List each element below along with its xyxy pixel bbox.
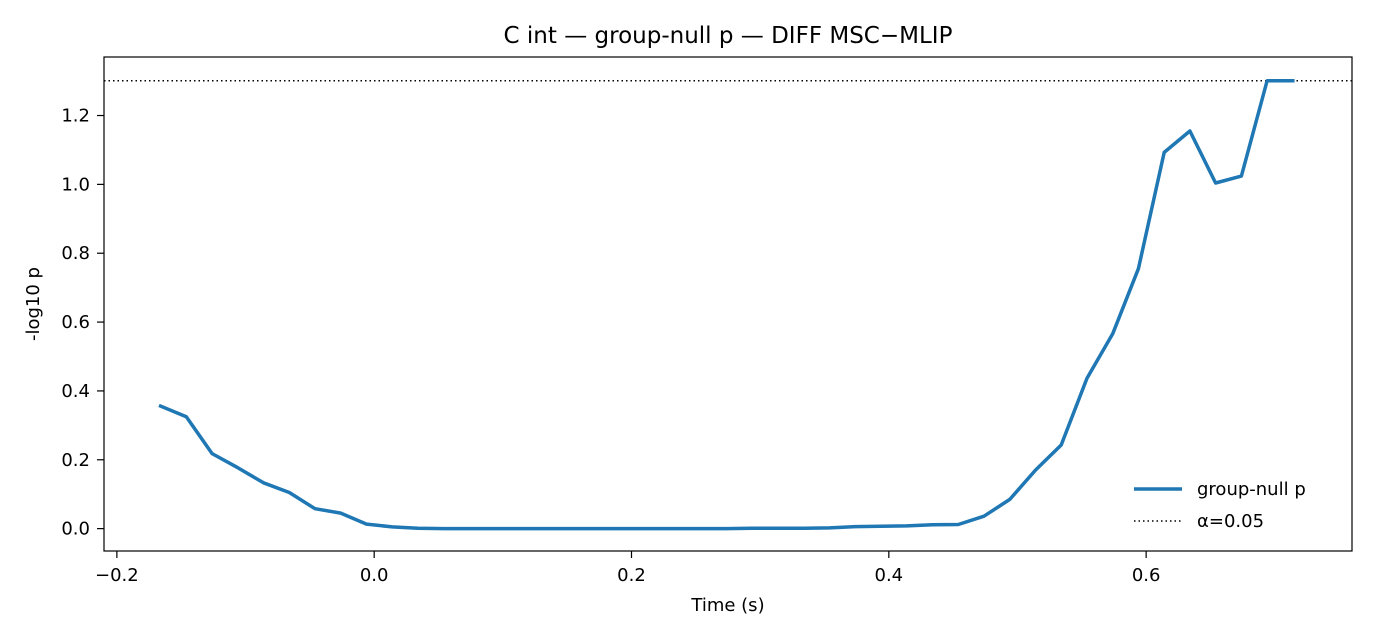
y-tick-label: 0.6 [61, 312, 90, 333]
y-tick-label: 0.4 [61, 381, 90, 402]
y-tick-label: 0.2 [61, 450, 90, 471]
x-tick-label: 0.4 [875, 565, 904, 586]
legend-label-group-null-p: group-null p [1197, 479, 1306, 500]
y-axis-title: -log10 p [23, 267, 44, 341]
legend-label-alpha: α=0.05 [1197, 511, 1264, 532]
x-axis-title: Time (s) [690, 595, 764, 616]
y-tick-label: 1.0 [61, 174, 90, 195]
axis-ticks: −0.2 0.0 0.2 0.4 0.6 0.0 0.2 0.4 0.6 0.8 1.0 1.2 [61, 106, 1160, 586]
plot-area [104, 79, 1352, 531]
x-tick-label: 0.6 [1132, 565, 1161, 586]
y-tick-label: 0.8 [61, 243, 90, 264]
series-line-group-null-p [158, 79, 1295, 531]
chart-title: C int — group-null p — DIFF MSC−MLIP [504, 23, 953, 49]
legend: group-null p α=0.05 [1134, 479, 1306, 532]
x-tick-label: 0.0 [360, 565, 389, 586]
plot-frame [103, 56, 1353, 552]
x-tick-label: −0.2 [95, 565, 139, 586]
y-tick-label: 0.0 [61, 519, 90, 540]
y-tick-label: 1.2 [61, 106, 90, 127]
x-tick-label: 0.2 [617, 565, 646, 586]
